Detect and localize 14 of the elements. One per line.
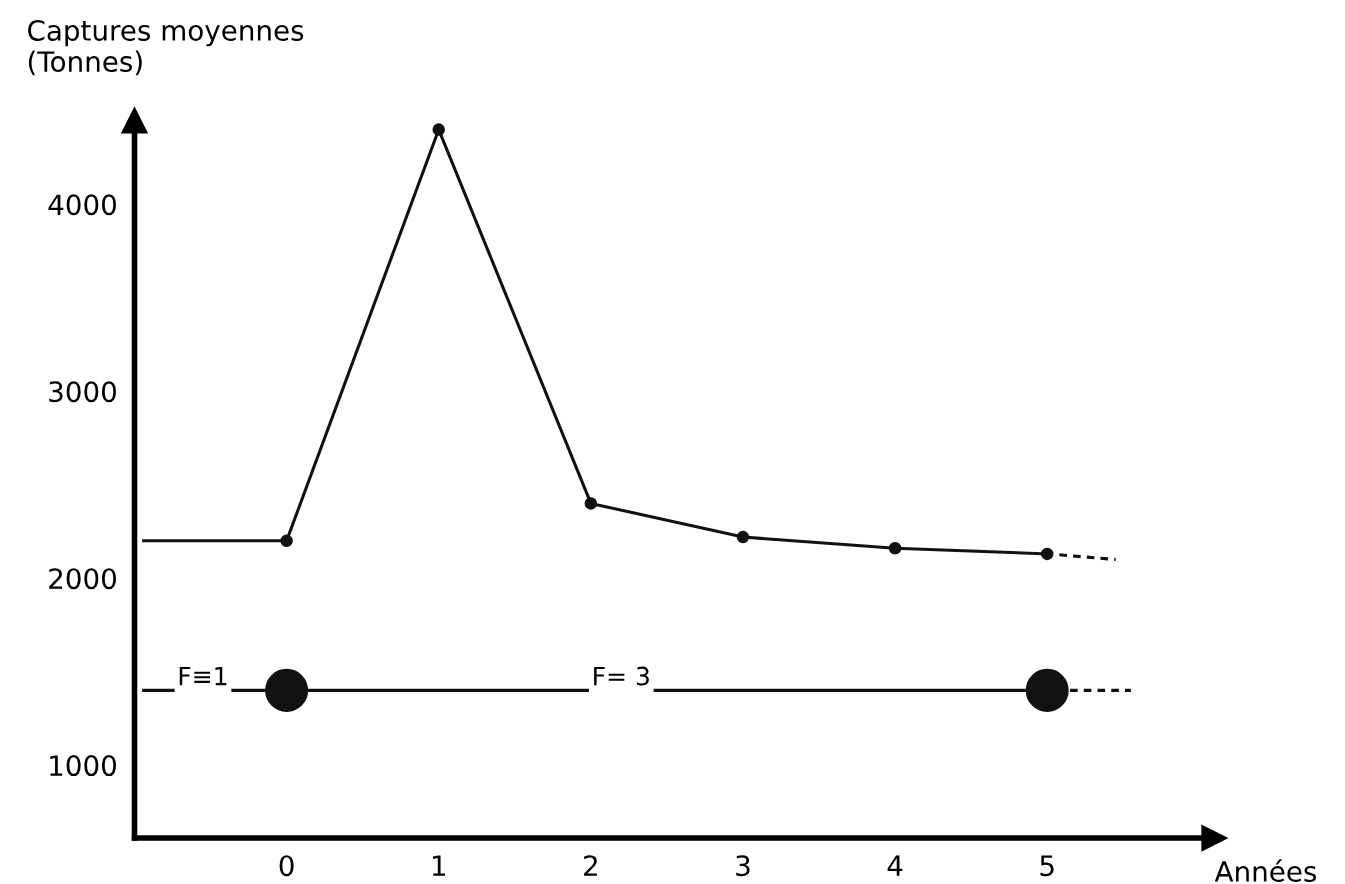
y-tick-label: 3000	[49, 381, 116, 403]
annotation: F= 3	[594, 666, 649, 686]
y-axis-title: Captures moyennes (Tonnes)	[28, 19, 304, 76]
x-tick-label: 1	[432, 855, 446, 876]
annotation: F≡1	[179, 666, 227, 686]
x-tick-label: 2	[584, 855, 597, 876]
y-tick-label: 2000	[49, 568, 116, 590]
x-tick-label: 4	[887, 855, 903, 876]
x-tick-label: 5	[1040, 855, 1054, 877]
y-tick-label: 4000	[48, 194, 116, 216]
y-tick-label: 1000	[50, 755, 116, 777]
x-axis-title: Années	[1214, 859, 1317, 882]
x-tick-label: 3	[736, 855, 750, 877]
x-tick-label: 0	[279, 855, 294, 877]
